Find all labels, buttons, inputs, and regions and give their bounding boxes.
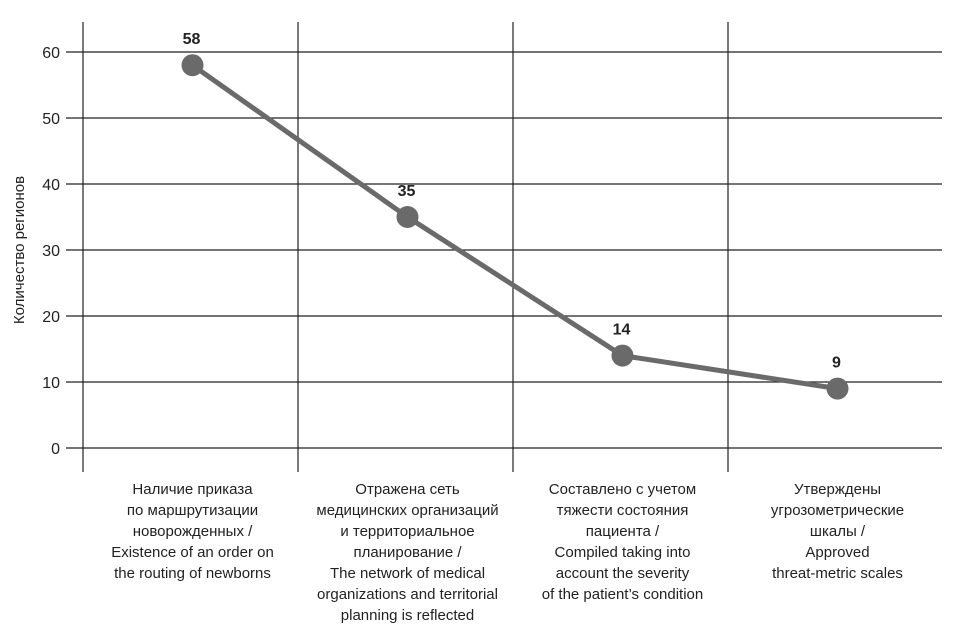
data-label: 58 — [183, 31, 201, 48]
y-tick-label: 60 — [42, 45, 60, 62]
y-tick-label: 0 — [51, 441, 60, 458]
y-tick-label: 40 — [42, 177, 60, 194]
x-category-label: Existence of an order on — [111, 544, 274, 561]
x-category-label: Наличие приказа — [132, 481, 253, 498]
x-category-label: Утверждены — [794, 481, 881, 498]
y-tick-label: 20 — [42, 309, 60, 326]
x-category-label: Compiled taking into — [555, 544, 691, 561]
x-category-label: Отражена сеть — [355, 481, 460, 498]
data-label: 35 — [398, 183, 416, 200]
data-point — [181, 54, 204, 77]
x-category-label: тяжести состояния — [557, 502, 689, 519]
data-label: 14 — [613, 322, 631, 339]
data-label: 9 — [832, 355, 841, 372]
x-category-label: the routing of newborns — [114, 565, 271, 582]
data-point — [826, 377, 849, 400]
y-tick-label: 50 — [42, 111, 60, 128]
x-category-label: шкалы / — [810, 523, 866, 540]
data-point — [396, 206, 419, 228]
y-tick-label: 10 — [42, 375, 60, 392]
x-category-label: Составлено с учетом — [549, 481, 696, 498]
x-category-label: The network of medical — [330, 565, 485, 582]
x-category-label: account the severity — [556, 565, 690, 582]
data-point — [611, 344, 634, 367]
x-category-label: новорожденных / — [133, 523, 253, 540]
x-category-label: планирование / — [353, 544, 462, 561]
x-category-label: по маршрутизации — [127, 502, 258, 519]
x-category-label: Approved — [805, 544, 869, 561]
y-axis-label: Количество регионов — [11, 176, 28, 324]
x-category-label: угрозометрические — [771, 502, 904, 519]
x-category-label: planning is reflected — [341, 607, 474, 624]
x-category-label: пациента / — [586, 523, 660, 540]
x-category-label: и территориальное — [340, 523, 474, 540]
x-category-label: of the patient’s condition — [542, 586, 704, 603]
x-category-label: threat-metric scales — [772, 565, 903, 582]
y-tick-label: 30 — [42, 243, 60, 260]
series-line — [191, 63, 838, 392]
x-category-label: медицинских организаций — [316, 502, 498, 519]
x-category-label: organizations and territorial — [317, 586, 498, 603]
